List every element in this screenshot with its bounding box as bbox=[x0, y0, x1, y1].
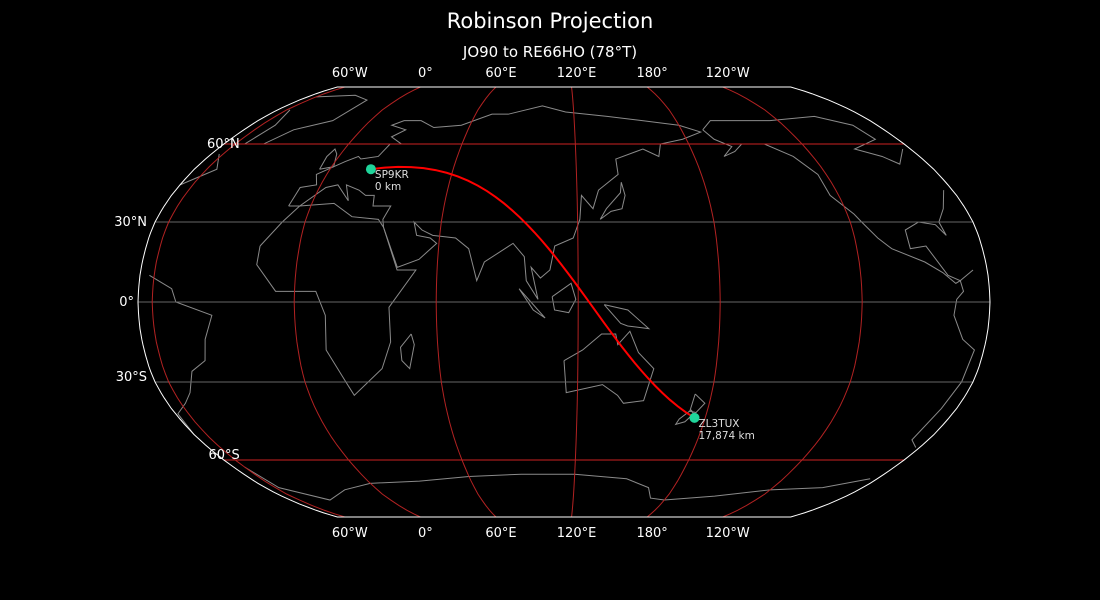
map-subtitle: JO90 to RE66HO (78°T) bbox=[462, 43, 638, 61]
map-outline bbox=[137, 86, 991, 518]
station-end[interactable]: ZL3TUX 17,874 km bbox=[689, 412, 755, 442]
meridian-label-bottom: 60°E bbox=[485, 526, 516, 541]
parallel-label: 60°S bbox=[208, 448, 239, 463]
station-distance: 17,874 km bbox=[698, 430, 754, 442]
great-circle-path bbox=[370, 165, 696, 419]
graticule-labels: 60°W 0° 60°E 120°E 180° 120°W 60°W 0° 60… bbox=[114, 66, 750, 541]
coastline bbox=[244, 466, 665, 501]
coastline bbox=[288, 105, 703, 300]
station-distance: 0 km bbox=[375, 181, 401, 193]
meridian-label-bottom: 180° bbox=[636, 526, 667, 541]
coastline bbox=[689, 393, 706, 414]
meridian-label-bottom: 0° bbox=[418, 526, 433, 541]
map-title: Robinson Projection bbox=[446, 9, 654, 33]
coastline bbox=[911, 280, 976, 448]
coastline bbox=[319, 148, 338, 170]
meridian-label-bottom: 120°E bbox=[557, 526, 597, 541]
coastline bbox=[399, 333, 415, 370]
parallel-label: 0° bbox=[119, 295, 134, 310]
meridian-line bbox=[571, 86, 579, 518]
meridian-label-bottom: 120°W bbox=[706, 526, 750, 541]
coastline bbox=[959, 269, 974, 282]
meridian-line bbox=[646, 86, 721, 518]
station-marker[interactable] bbox=[689, 412, 700, 423]
station-call: SP9KR bbox=[375, 169, 409, 181]
coastline bbox=[518, 288, 546, 319]
meridian-label-bottom: 60°W bbox=[332, 526, 368, 541]
meridian-line bbox=[151, 86, 345, 518]
parallel-label: 30°N bbox=[114, 215, 147, 230]
coastline bbox=[551, 282, 577, 314]
meridian-label-top: 180° bbox=[636, 66, 667, 81]
station-marker[interactable] bbox=[365, 164, 376, 175]
coastline bbox=[149, 274, 213, 436]
station-call: ZL3TUX bbox=[698, 418, 739, 430]
meridian-label-top: 60°E bbox=[485, 66, 516, 81]
station-start[interactable]: SP9KR 0 km bbox=[365, 164, 409, 193]
coastlines bbox=[149, 94, 976, 501]
meridian-label-top: 60°W bbox=[332, 66, 368, 81]
coastline bbox=[244, 94, 369, 145]
parallel-label: 60°N bbox=[207, 137, 240, 152]
coastline bbox=[664, 478, 871, 501]
coastline bbox=[179, 153, 220, 186]
meridian-line bbox=[293, 86, 421, 518]
coastline bbox=[702, 115, 904, 165]
coastline bbox=[603, 304, 651, 330]
graticule bbox=[138, 86, 990, 518]
coastline bbox=[599, 182, 626, 220]
coastline bbox=[244, 109, 291, 145]
meridian-label-top: 120°W bbox=[706, 66, 750, 81]
coastline bbox=[702, 129, 962, 284]
meridian-label-top: 120°E bbox=[557, 66, 597, 81]
meridian-line bbox=[722, 86, 863, 518]
coastline bbox=[256, 202, 417, 397]
meridian-line bbox=[435, 86, 497, 518]
meridian-label-top: 0° bbox=[418, 66, 433, 81]
parallel-label: 30°S bbox=[116, 370, 147, 385]
coastline bbox=[563, 330, 655, 404]
